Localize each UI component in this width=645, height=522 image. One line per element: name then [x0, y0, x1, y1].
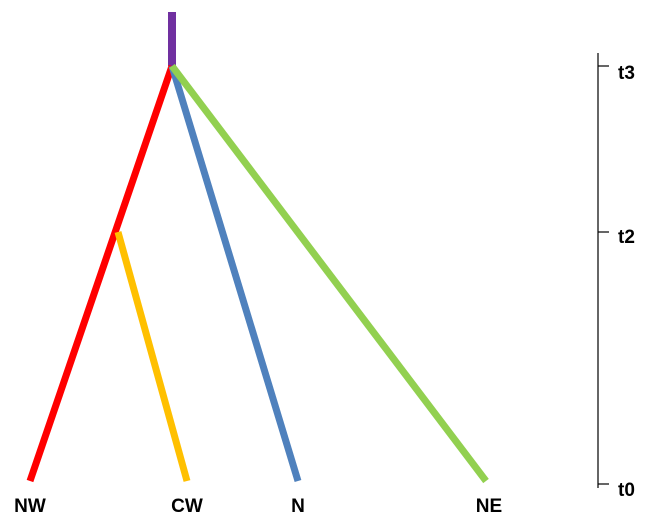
tick-label-t0: t0 — [618, 480, 635, 501]
branch-ne — [169, 63, 489, 484]
branch-n — [168, 64, 302, 483]
leaf-label-ne: NE — [476, 496, 502, 517]
leaf-label-n: N — [291, 496, 305, 517]
leaf-label-cw: CW — [171, 496, 203, 517]
branch-cw — [114, 231, 191, 482]
tick-label-t3: t3 — [618, 63, 635, 84]
leaf-label-nw: NW — [14, 496, 46, 517]
branch-nw — [26, 64, 176, 483]
tick-label-t2: t2 — [618, 227, 635, 248]
